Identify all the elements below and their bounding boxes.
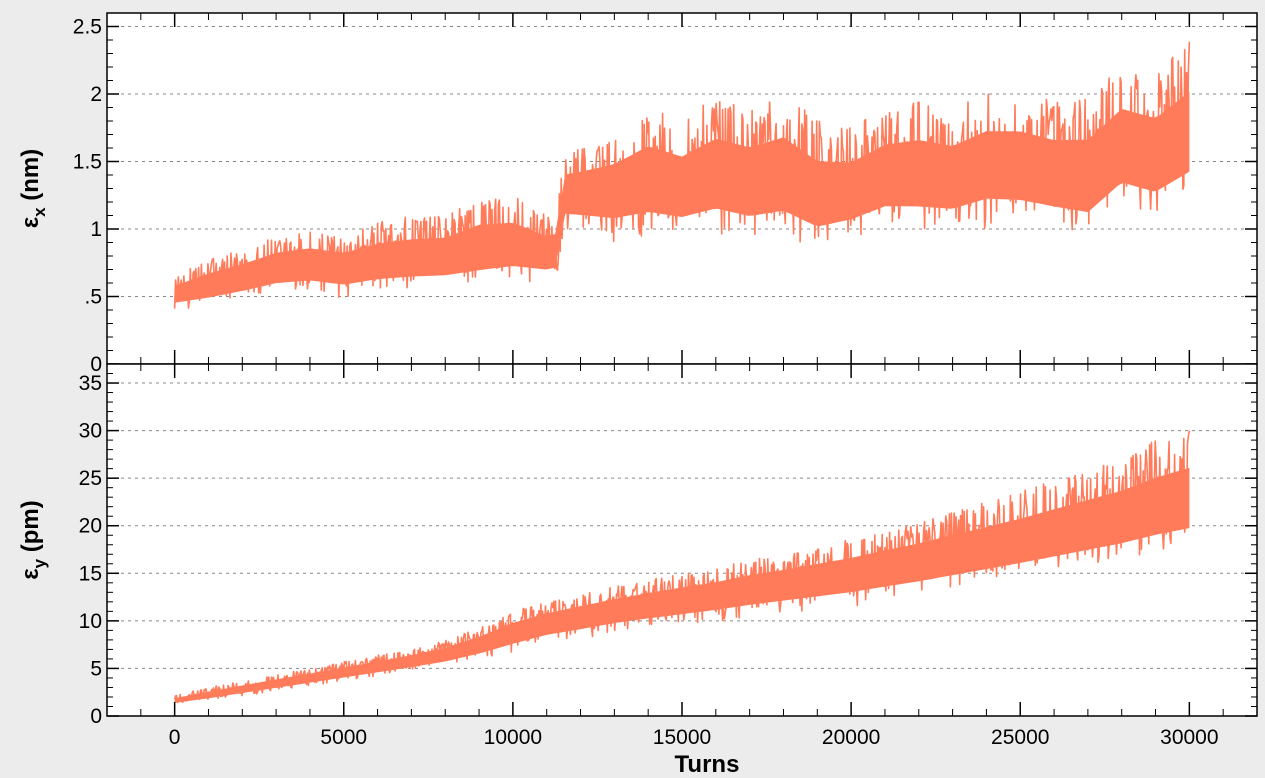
top-ytick-label: .5 <box>84 286 102 309</box>
bottom-ytick-label: 20 <box>79 515 102 538</box>
xtick-label: 15000 <box>653 726 711 749</box>
xtick-label: 20000 <box>822 726 880 749</box>
bottom-ytick-label: 15 <box>79 562 102 585</box>
top-ytick-label: 1.5 <box>73 151 102 174</box>
top-y-axis-unit: (nm) <box>17 149 44 208</box>
bottom-ytick-label: 30 <box>79 420 102 443</box>
bottom-y-axis-unit: (pm) <box>17 500 44 559</box>
xtick-label: 10000 <box>484 726 542 749</box>
x-axis-title: Turns <box>675 751 740 778</box>
top-ytick-label: 0 <box>90 353 102 376</box>
top-panel-emittance-x: 0 .5 1 1.5 2 2.5 εx (nm) <box>17 12 1258 376</box>
bottom-ytick-label: 25 <box>79 467 102 490</box>
top-y-axis-subscript: x <box>30 207 49 217</box>
bottom-ytick-label: 10 <box>79 610 102 633</box>
top-ytick-label: 2.5 <box>73 16 102 39</box>
top-y-axis-title: εx (nm) <box>17 149 49 229</box>
bottom-ytick-label: 5 <box>90 657 102 680</box>
bottom-ytick-label: 35 <box>79 372 102 395</box>
top-y-axis-symbol: ε <box>17 217 44 228</box>
bottom-y-axis-subscript: y <box>30 558 49 568</box>
xtick-label: 25000 <box>991 726 1049 749</box>
xtick-label: 0 <box>169 726 181 749</box>
top-data-trace <box>173 41 1191 309</box>
xtick-label: 30000 <box>1160 726 1218 749</box>
bottom-data-trace <box>173 430 1191 704</box>
top-ytick-label: 2 <box>90 83 102 106</box>
bottom-y-axis-title: εy (pm) <box>17 500 49 580</box>
bottom-y-axis-symbol: ε <box>17 568 44 579</box>
top-ytick-label: 1 <box>90 218 102 241</box>
xtick-label: 5000 <box>320 726 367 749</box>
bottom-ytick-label: 0 <box>90 705 102 728</box>
bottom-panel-emittance-y: 0 5 10 15 20 25 30 35 εy (pm) 0 5000 10000 15000 2000… <box>17 363 1258 778</box>
